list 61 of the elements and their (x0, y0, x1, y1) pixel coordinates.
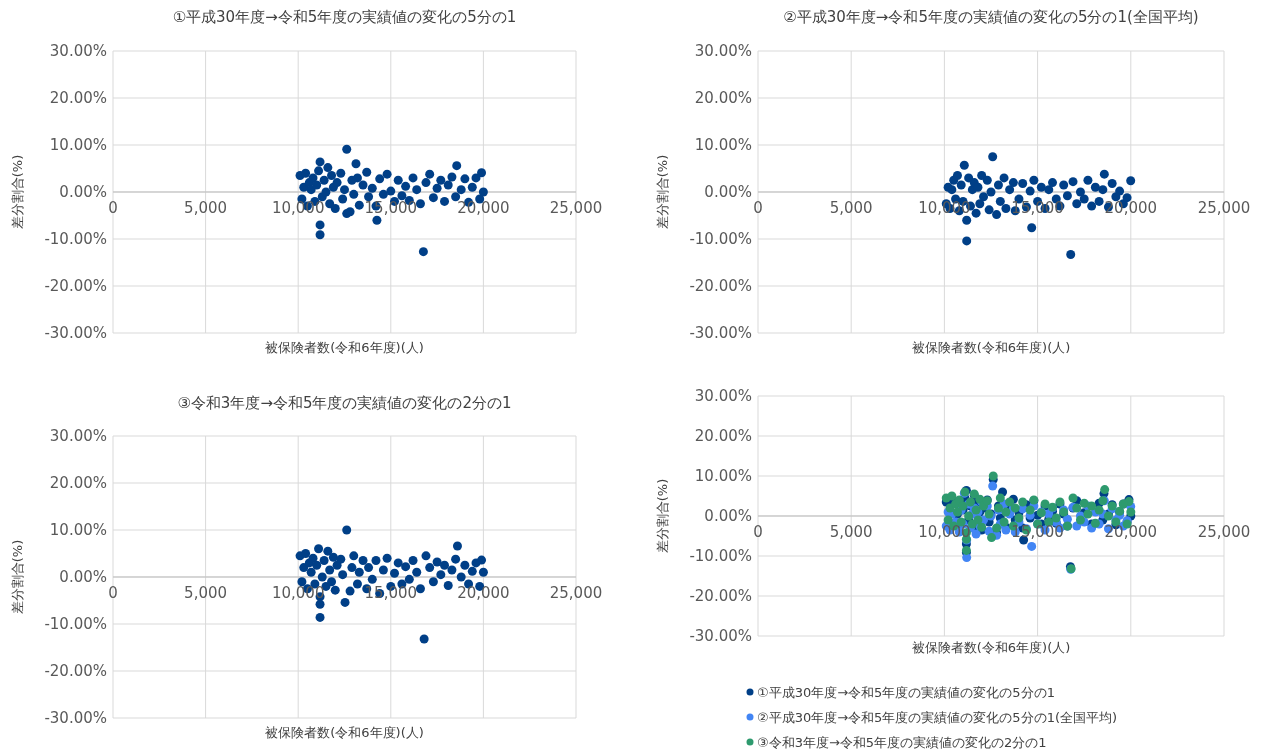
y-tick-label: 10.00% (49, 136, 107, 155)
x-tick-label: 0 (108, 199, 118, 217)
y-tick-label: -20.00% (44, 662, 107, 681)
x-tick-label: 20,000 (1104, 523, 1158, 541)
y-tick-label: -10.00% (44, 615, 107, 634)
y-axis-title: 差分割合(%) (10, 539, 25, 615)
y-tick-label: 0.00% (59, 568, 107, 587)
y-tick-label: 20.00% (49, 474, 107, 493)
x-axis-title: 被保険者数(令和6年度)(人) (911, 640, 1071, 655)
x-tick-label: 5,000 (829, 523, 873, 541)
y-tick-label: -10.00% (689, 547, 752, 566)
x-axis-title: 被保険者数(令和6年度)(人) (911, 340, 1071, 355)
y-tick-label: 10.00% (49, 521, 107, 540)
y-tick-label: 20.00% (49, 89, 107, 108)
y-tick-label: -30.00% (44, 324, 107, 343)
chart-title: ①平成30年度→令和5年度の実績値の変化の5分の1 (172, 8, 517, 26)
chart-title: ③令和3年度→令和5年度の実績値の変化の2分の1 (177, 394, 512, 412)
x-tick-label: 15,000 (1011, 199, 1064, 217)
y-tick-label: 30.00% (694, 42, 752, 61)
x-tick-label: 5,000 (829, 199, 873, 217)
x-axis-title: 被保険者数(令和6年度)(人) (265, 725, 424, 740)
x-tick-label: 0 (753, 523, 763, 541)
y-axis-title: 差分割合(%) (10, 154, 25, 230)
y-tick-label: 30.00% (694, 387, 752, 406)
x-axis-title: 被保険者数(令和6年度)(人) (265, 340, 424, 355)
y-tick-label: 30.00% (49, 42, 107, 61)
y-tick-label: -30.00% (689, 627, 752, 646)
x-tick-label: 20,000 (1104, 199, 1158, 217)
y-tick-label: 0.00% (704, 507, 752, 526)
y-tick-label: 20.00% (694, 427, 752, 446)
x-tick-label: 15,000 (364, 199, 418, 217)
x-tick-label: 10,000 (271, 199, 325, 217)
x-tick-label: 25,000 (549, 199, 603, 217)
legend-label: ③令和3年度→令和5年度の実績値の変化の2分の1 (757, 734, 1047, 750)
legend-label: ①平成30年度→令和5年度の実績値の変化の5分の1 (757, 684, 1055, 700)
x-tick-label: 25,000 (1197, 199, 1251, 217)
y-tick-label: 10.00% (694, 467, 752, 486)
x-tick-label: 5,000 (184, 584, 228, 602)
y-tick-label: 0.00% (704, 183, 752, 202)
y-tick-label: -20.00% (689, 277, 752, 296)
x-tick-label: 0 (108, 584, 118, 602)
y-tick-label: -10.00% (44, 230, 107, 249)
y-tick-label: -20.00% (44, 277, 107, 296)
y-tick-label: -10.00% (689, 230, 752, 249)
y-tick-label: 20.00% (694, 89, 752, 108)
x-tick-label: 25,000 (1197, 523, 1251, 541)
x-tick-label: 5,000 (184, 199, 228, 217)
x-tick-label: 25,000 (549, 584, 603, 602)
legend-label: ②平成30年度→令和5年度の実績値の変化の5分の1(全国平均) (757, 709, 1118, 725)
y-tick-label: -20.00% (689, 587, 752, 606)
x-tick-label: 0 (753, 199, 763, 217)
y-axis-title: 差分割合(%) (655, 154, 670, 230)
x-tick-label: 20,000 (457, 584, 510, 602)
y-tick-label: -30.00% (44, 709, 107, 728)
y-tick-label: 30.00% (49, 427, 107, 446)
y-axis-title: 差分割合(%) (655, 478, 670, 554)
y-tick-label: 0.00% (59, 183, 107, 202)
y-tick-label: -30.00% (689, 324, 752, 343)
chart-title: ②平成30年度→令和5年度の実績値の変化の5分の1(全国平均) (783, 8, 1199, 26)
y-tick-label: 10.00% (694, 136, 752, 155)
x-tick-label: 20,000 (457, 199, 510, 217)
